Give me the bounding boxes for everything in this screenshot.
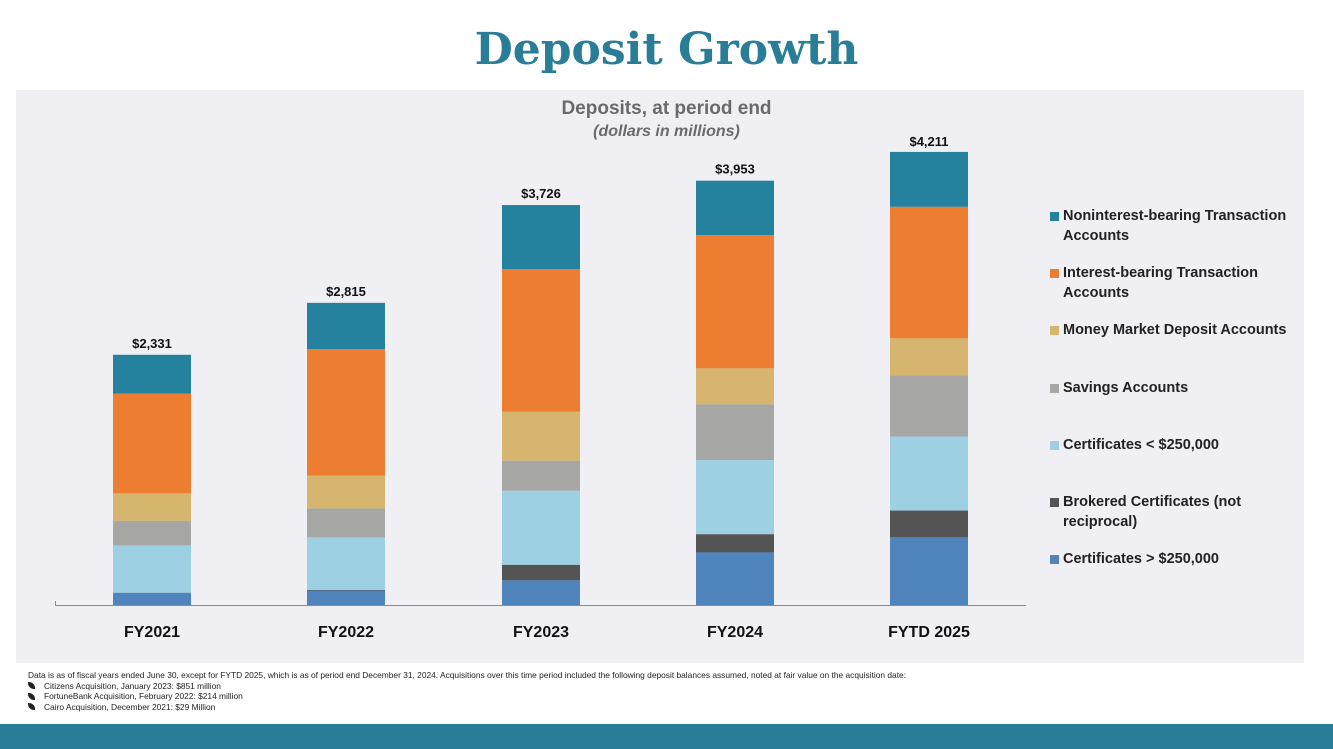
legend-item-money-market: Money Market Deposit Accounts [1050, 320, 1312, 340]
leaf-bullet-icon [28, 692, 35, 700]
bar-total-label: $2,815 [326, 284, 366, 299]
bar-segment [696, 368, 774, 405]
legend-swatch [1050, 441, 1059, 450]
legend-item-savings: Savings Accounts [1050, 378, 1312, 398]
footnote-item-text: Cairo Acquisition, December 2021: $29 Mi… [44, 701, 216, 712]
x-tick-label: FY2021 [124, 624, 180, 641]
x-tick-label: FYTD 2025 [888, 624, 970, 641]
bar-segment [696, 460, 774, 535]
legend-swatch [1050, 326, 1059, 335]
bar-segment [502, 490, 580, 565]
legend-swatch [1050, 384, 1059, 393]
legend-item-noninterest: Noninterest-bearing Transaction Accounts [1050, 206, 1312, 246]
bar-total-label: $4,211 [909, 134, 948, 149]
footnote-item-text: FortuneBank Acquisition, February 2022: … [44, 691, 243, 701]
bar-segment [502, 460, 580, 491]
chart-subtitle: (dollars in millions) [593, 123, 740, 140]
bar-segment [696, 235, 774, 369]
legend-label: Interest-bearing Transaction Accounts [1063, 265, 1258, 301]
bar-segment [113, 493, 191, 521]
bar-segment [502, 580, 580, 605]
legend-label: Money Market Deposit Accounts [1063, 322, 1287, 338]
x-tick-label: FY2024 [707, 624, 763, 641]
bar-segment [113, 354, 191, 394]
bar-segment [307, 508, 385, 538]
footnote-item: Cairo Acquisition, December 2021: $29 Mi… [28, 702, 1318, 713]
legend-swatch [1050, 212, 1059, 221]
bar-segment [696, 552, 774, 605]
footnote-text: Data is as of fiscal years ended June 30… [28, 670, 907, 680]
bar-segment [696, 534, 774, 553]
bar-segment [890, 151, 968, 207]
bar-segment [113, 592, 191, 605]
footnote-item: FortuneBank Acquisition, February 2022: … [28, 691, 1318, 702]
bar-segment [502, 411, 580, 461]
legend-label: Noninterest-bearing Transaction Accounts [1063, 208, 1287, 244]
legend-swatch [1050, 269, 1059, 278]
footnote: Data is as of fiscal years ended June 30… [28, 670, 1318, 712]
bar-total-label: $2,331 [132, 336, 172, 351]
bar-segment [307, 475, 385, 509]
bar-segment [502, 205, 580, 270]
legend-item-certificates-over: Certificates > $250,000 [1050, 549, 1312, 569]
footer-bar [0, 724, 1333, 749]
legend-label: Brokered Certificates (not reciprocal) [1063, 494, 1242, 530]
leaf-bullet-icon [28, 682, 35, 690]
chart-panel [16, 90, 1304, 663]
bar-total-label: $3,726 [521, 186, 561, 201]
bar-segment [307, 590, 385, 605]
bar-segment [307, 537, 385, 590]
bar-segment [696, 180, 774, 236]
bar-total-label: $3,953 [715, 162, 755, 177]
page-title: Deposit Growth [474, 24, 859, 75]
bar-segment [890, 537, 968, 605]
legend-label: Certificates < $250,000 [1063, 437, 1219, 453]
bar-segment [890, 206, 968, 339]
x-tick-label: FY2023 [513, 624, 569, 641]
footnote-item-text: Citizens Acquisition, January 2023: $851… [44, 680, 221, 691]
bar-segment [890, 436, 968, 511]
bar-segment [113, 393, 191, 494]
bar-segment [113, 545, 191, 593]
bar-segment [502, 269, 580, 412]
legend-label: Savings Accounts [1063, 380, 1189, 396]
legend-item-brokered: Brokered Certificates (not reciprocal) [1050, 492, 1312, 532]
leaf-bullet-icon [28, 703, 35, 711]
legend-swatch [1050, 498, 1059, 507]
bar-segment [890, 375, 968, 437]
bar-segment [890, 510, 968, 538]
legend-item-interest-bearing: Interest-bearing Transaction Accounts [1050, 263, 1312, 303]
bar-segment [890, 338, 968, 376]
x-tick-label: FY2022 [318, 624, 374, 641]
bar-segment [113, 520, 191, 546]
chart-title: Deposits, at period end [561, 98, 772, 119]
bar-segment [307, 302, 385, 349]
bar-segment [307, 348, 385, 476]
bar-segment [696, 404, 774, 461]
legend-swatch [1050, 555, 1059, 564]
legend-item-certificates-under: Certificates < $250,000 [1050, 435, 1312, 455]
bar-segment [307, 589, 385, 591]
footnote-item: Citizens Acquisition, January 2023: $851… [28, 681, 1318, 692]
legend-label: Certificates > $250,000 [1063, 551, 1219, 567]
bar-segment [502, 564, 580, 581]
